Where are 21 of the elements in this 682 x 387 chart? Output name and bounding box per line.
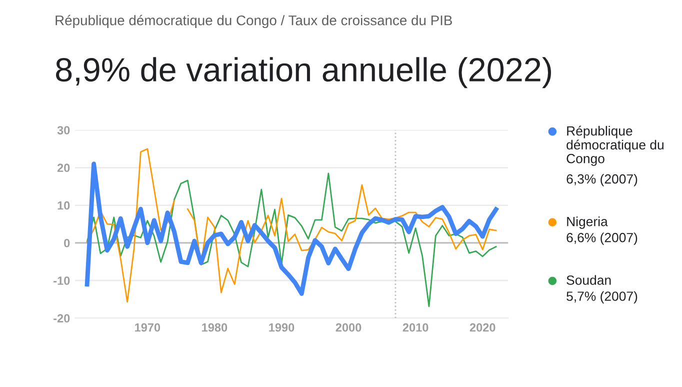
- chart-subtitle: République démocratique du Congo / Taux de croissance du PIB: [56, 14, 452, 28]
- y-tick-label: 0: [64, 238, 70, 248]
- x-tick-label: 1990: [269, 323, 294, 332]
- x-tick-label: 1980: [202, 323, 228, 332]
- text: 6,3% (2007): [566, 174, 638, 186]
- y-tick-label: 10: [58, 201, 70, 210]
- y-tick-label: -10: [54, 276, 70, 285]
- legend-label: République démocratique du Congo: [566, 126, 664, 166]
- legend-label: Soudan: [566, 275, 611, 285]
- x-tick-label: 1970: [135, 323, 160, 332]
- line-series: [86, 172, 497, 308]
- y-tick-label: 20: [57, 164, 70, 172]
- x-tick-label: 2010: [402, 323, 428, 332]
- y-tick-label: -20: [54, 314, 70, 323]
- y-tick-label: 30: [57, 126, 70, 134]
- text: 6,6% (2007): [566, 232, 638, 245]
- text: 5,7% (2007): [566, 291, 638, 304]
- x-tick-label: 2000: [336, 323, 362, 332]
- legend-label: Nigeria: [567, 216, 608, 229]
- chart-title: 8,9% de variation annuelle (2022): [56, 57, 551, 88]
- x-tick-label: 2020: [470, 323, 496, 332]
